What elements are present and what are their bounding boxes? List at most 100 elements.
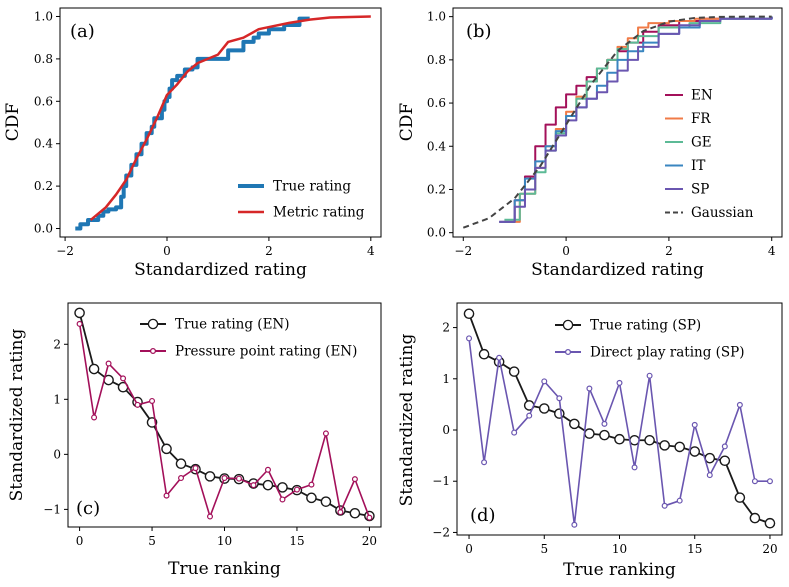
data-point bbox=[293, 486, 300, 493]
x-tick-label: 2 bbox=[265, 244, 273, 258]
data-point bbox=[88, 363, 100, 375]
x-tick-label: 4 bbox=[367, 244, 375, 258]
legend-label: Gaussian bbox=[691, 205, 754, 221]
series-line-en bbox=[499, 16, 722, 223]
legend-label: FR bbox=[691, 111, 711, 127]
plot-frame bbox=[452, 7, 783, 238]
x-axis-label: Standardized rating bbox=[134, 260, 307, 280]
legend-label: IT bbox=[691, 158, 705, 174]
chart-panel-b: −2 0 2 4 0.0 0.2 0.4 0.6 0.8 1.0 Standardized rati… bbox=[397, 7, 783, 280]
chart-panel-c: 0 5 10 15 20 −1 0 1 2 True ranking Standardized ra… bbox=[7, 302, 382, 579]
data-point bbox=[586, 385, 593, 392]
data-point bbox=[569, 418, 580, 430]
y-tick-label: 0.2 bbox=[34, 179, 53, 193]
data-point bbox=[601, 420, 608, 427]
x-tick-label: −2 bbox=[454, 244, 472, 258]
data-point bbox=[721, 443, 728, 450]
legend-label: Metric rating bbox=[273, 205, 365, 221]
data-point bbox=[74, 307, 85, 319]
y-tick-label: 0.8 bbox=[34, 52, 53, 66]
panel-label: (c) bbox=[76, 498, 100, 519]
legend-label: Pressure point rating (EN) bbox=[175, 344, 357, 360]
data-point bbox=[691, 421, 698, 428]
data-point bbox=[262, 479, 274, 491]
x-tick-label: 15 bbox=[289, 534, 304, 548]
legend-label: Direct play rating (SP) bbox=[590, 345, 745, 361]
data-point bbox=[766, 478, 773, 485]
data-point bbox=[764, 517, 776, 529]
data-point bbox=[556, 395, 563, 402]
legend-label: EN bbox=[691, 88, 713, 104]
data-point bbox=[734, 492, 746, 503]
data-point bbox=[178, 475, 185, 482]
data-point bbox=[644, 434, 655, 446]
data-point bbox=[175, 458, 187, 470]
data-point bbox=[481, 459, 488, 466]
data-point bbox=[584, 428, 595, 439]
data-point bbox=[149, 397, 156, 404]
y-tick-label: 0.4 bbox=[34, 137, 53, 151]
x-axis-label: True ranking bbox=[168, 559, 281, 579]
data-point bbox=[631, 464, 638, 471]
series-line-gaussian bbox=[462, 15, 772, 229]
data-point bbox=[264, 466, 271, 473]
data-point bbox=[134, 401, 141, 408]
data-point bbox=[221, 475, 228, 482]
data-point bbox=[207, 513, 214, 520]
legend-marker bbox=[562, 319, 574, 331]
data-point bbox=[689, 446, 701, 457]
y-tick-label: 0 bbox=[442, 423, 450, 437]
data-point bbox=[250, 482, 257, 489]
y-axis-label: CDF bbox=[397, 103, 417, 142]
y-tick-label: 0.4 bbox=[427, 139, 446, 153]
x-tick-label: 5 bbox=[148, 534, 156, 548]
y-tick-label: 0.0 bbox=[34, 222, 53, 236]
data-point bbox=[496, 354, 503, 361]
data-point bbox=[478, 348, 490, 360]
data-point bbox=[349, 507, 361, 519]
data-point bbox=[366, 514, 373, 521]
data-point bbox=[163, 492, 170, 499]
data-point bbox=[277, 482, 288, 493]
data-point bbox=[279, 496, 286, 503]
y-tick-label: 0.6 bbox=[34, 94, 53, 108]
data-point bbox=[751, 478, 758, 485]
data-point bbox=[466, 335, 473, 342]
data-point bbox=[661, 502, 668, 509]
y-axis-label: Standardized rating bbox=[397, 334, 417, 507]
x-tick-label: 10 bbox=[217, 534, 232, 548]
y-tick-label: 2 bbox=[442, 321, 450, 335]
x-tick-label: 0 bbox=[465, 542, 473, 556]
data-point bbox=[161, 443, 172, 455]
series-line-sp bbox=[499, 16, 773, 223]
data-point bbox=[511, 429, 518, 436]
data-point bbox=[614, 433, 625, 445]
x-tick-label: 10 bbox=[612, 542, 627, 556]
plot-frame bbox=[456, 302, 783, 536]
legend-label: True rating bbox=[273, 179, 351, 195]
panel-label: (a) bbox=[70, 21, 95, 42]
data-point bbox=[538, 403, 550, 414]
x-tick-label: 20 bbox=[762, 542, 777, 556]
plot-frame bbox=[59, 7, 382, 238]
data-point bbox=[676, 497, 683, 504]
x-tick-label: −2 bbox=[56, 244, 74, 258]
data-point bbox=[306, 492, 317, 504]
x-tick-label: 2 bbox=[665, 244, 673, 258]
series-line-true-rating bbox=[75, 16, 310, 231]
data-point bbox=[749, 512, 761, 524]
legend-label: True rating (SP) bbox=[590, 318, 701, 334]
data-point bbox=[541, 378, 548, 385]
y-tick-label: 0.2 bbox=[427, 182, 446, 196]
panel-label: (b) bbox=[466, 21, 492, 42]
data-point bbox=[704, 452, 716, 464]
y-axis-label: CDF bbox=[3, 103, 23, 142]
data-point bbox=[192, 465, 199, 472]
data-point bbox=[91, 414, 98, 421]
legend-label: GE bbox=[691, 135, 712, 151]
data-point bbox=[76, 320, 83, 327]
y-tick-label: 1 bbox=[442, 372, 450, 386]
x-tick-label: 0 bbox=[76, 534, 84, 548]
legend-label: SP bbox=[691, 182, 709, 198]
